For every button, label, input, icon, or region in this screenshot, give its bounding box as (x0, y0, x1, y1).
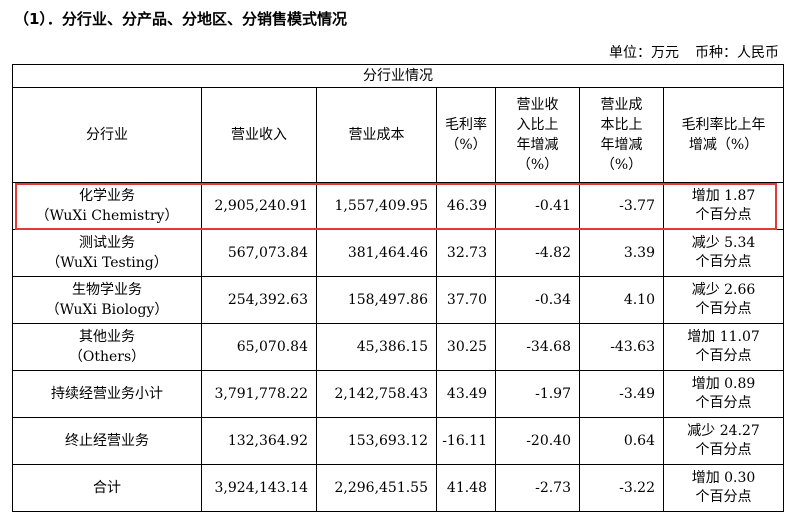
segment-cell: 终止经营业务 (12, 417, 202, 465)
revenue-change-cell: -20.40 (495, 417, 580, 465)
revenue-cell: 132,364.92 (201, 417, 317, 465)
margin-change-unit: 个百分点 (695, 489, 752, 505)
table-row: 终止经营业务 132,364.92 153,693.12 -16.11 -20.40 0.… (12, 417, 785, 465)
revenue-cell: 254,392.63 (201, 276, 317, 324)
unit-label: 单位：万元 (609, 45, 679, 61)
margin-change-value: 增加 11.07 (687, 329, 760, 345)
segment-name-en: （WuXi Biology） (45, 302, 169, 318)
margin-change-unit: 个百分点 (695, 207, 752, 223)
table-row: 生物学业务 （WuXi Biology） 254,392.63 158,497.86 3… (12, 276, 785, 324)
gross-margin-cell: 46.39 (436, 182, 496, 230)
gross-margin-cell: 37.70 (436, 276, 496, 324)
cost-cell: 153,693.12 (316, 417, 437, 465)
cost-cell: 2,296,451.55 (316, 464, 437, 512)
revenue-cell: 3,924,143.14 (201, 464, 317, 512)
cost-cell: 1,557,409.95 (316, 182, 437, 230)
segment-cell: 持续经营业务小计 (12, 370, 202, 418)
col-header-revenue-change: 营业收入比上年增减（%） (495, 87, 580, 183)
col-header-gross-margin: 毛利率（%） (436, 87, 496, 183)
cost-change-cell: 0.64 (579, 417, 664, 465)
gross-margin-cell: 30.25 (436, 323, 496, 371)
margin-change-value: 减少 2.66 (691, 282, 756, 298)
margin-change-value: 减少 24.27 (687, 423, 760, 439)
gross-margin-cell: 41.48 (436, 464, 496, 512)
revenue-change-cell: -1.97 (495, 370, 580, 418)
cost-change-cell: -3.77 (579, 182, 664, 230)
col-header-revenue: 营业收入 (201, 87, 317, 183)
segment-cell: 合计 (12, 464, 202, 512)
currency-label: 币种：人民币 (695, 45, 779, 61)
segment-cell: 测试业务 （WuXi Testing） (12, 229, 202, 277)
margin-change-cell: 增加 0.89 个百分点 (662, 370, 785, 418)
unit-currency-line: 单位：万元 币种：人民币 (609, 42, 779, 62)
col-header-segment: 分行业 (12, 87, 202, 183)
table-row: 持续经营业务小计 3,791,778.22 2,142,758.43 43.49 -1.… (12, 370, 785, 418)
margin-change-value: 增加 1.87 (691, 188, 756, 204)
margin-change-cell: 增加 11.07 个百分点 (662, 323, 785, 371)
segment-name: 生物学业务 (72, 282, 142, 298)
margin-change-value: 减少 5.34 (691, 235, 756, 251)
cost-cell: 158,497.86 (316, 276, 437, 324)
margin-change-cell: 减少 2.66 个百分点 (662, 276, 785, 324)
industry-table: 分行业情况 分行业 营业收入 营业成本 毛利率（%） 营业收入比上年增减（%） … (11, 64, 785, 512)
margin-change-unit: 个百分点 (695, 301, 752, 317)
margin-change-cell: 增加 0.30 个百分点 (662, 464, 785, 512)
table-row: 测试业务 （WuXi Testing） 567,073.84 381,464.46 32… (12, 229, 785, 277)
section-heading: （1）．分行业、分产品、分地区、分销售模式情况 (14, 10, 347, 28)
segment-name: 持续经营业务小计 (51, 386, 163, 402)
segment-name: 终止经营业务 (65, 433, 149, 449)
revenue-change-cell: -0.34 (495, 276, 580, 324)
cost-change-cell: 4.10 (579, 276, 664, 324)
gross-margin-cell: -16.11 (436, 417, 496, 465)
cost-cell: 381,464.46 (316, 229, 437, 277)
revenue-cell: 567,073.84 (201, 229, 317, 277)
segment-name-en: （WuXi Chemistry） (35, 208, 179, 224)
margin-change-unit: 个百分点 (695, 442, 752, 458)
gross-margin-cell: 32.73 (436, 229, 496, 277)
gross-margin-cell: 43.49 (436, 370, 496, 418)
margin-change-cell: 增加 1.87 个百分点 (662, 182, 785, 230)
col-header-cost-change: 营业成本比上年增减（%） (579, 87, 664, 183)
revenue-change-cell: -4.82 (495, 229, 580, 277)
segment-cell: 化学业务 （WuXi Chemistry） (12, 182, 202, 230)
table-caption: 分行业情况 (11, 64, 785, 88)
table-row: 合计 3,924,143.14 2,296,451.55 41.48 -2.73 -3.2… (12, 464, 785, 512)
col-header-cost: 营业成本 (316, 87, 437, 183)
table-row: 其他业务 （Others） 65,070.84 45,386.15 30.25 -34.6… (12, 323, 785, 371)
segment-cell: 生物学业务 （WuXi Biology） (12, 276, 202, 324)
table-row: 化学业务 （WuXi Chemistry） 2,905,240.91 1,557,40… (12, 182, 785, 230)
cost-change-cell: -3.49 (579, 370, 664, 418)
segment-cell: 其他业务 （Others） (12, 323, 202, 371)
margin-change-value: 增加 0.30 (691, 470, 756, 486)
cost-change-cell: -3.22 (579, 464, 664, 512)
revenue-change-cell: -34.68 (495, 323, 580, 371)
revenue-change-cell: -2.73 (495, 464, 580, 512)
margin-change-cell: 减少 24.27 个百分点 (662, 417, 785, 465)
margin-change-cell: 减少 5.34 个百分点 (662, 229, 785, 277)
revenue-cell: 65,070.84 (201, 323, 317, 371)
margin-change-unit: 个百分点 (695, 348, 752, 364)
revenue-cell: 2,905,240.91 (201, 182, 317, 230)
segment-name: 化学业务 (79, 188, 135, 204)
cost-cell: 45,386.15 (316, 323, 437, 371)
segment-name: 其他业务 (79, 329, 135, 345)
segment-name-en: （Others） (68, 349, 146, 365)
cost-change-cell: -43.63 (579, 323, 664, 371)
segment-name-en: （WuXi Testing） (46, 255, 168, 271)
margin-change-unit: 个百分点 (695, 395, 752, 411)
revenue-change-cell: -0.41 (495, 182, 580, 230)
segment-name: 测试业务 (79, 235, 135, 251)
cost-cell: 2,142,758.43 (316, 370, 437, 418)
revenue-cell: 3,791,778.22 (201, 370, 317, 418)
segment-name: 合计 (93, 480, 121, 496)
col-header-margin-change: 毛利率比上年增减（%） (662, 87, 785, 183)
margin-change-value: 增加 0.89 (691, 376, 756, 392)
cost-change-cell: 3.39 (579, 229, 664, 277)
margin-change-unit: 个百分点 (695, 254, 752, 270)
